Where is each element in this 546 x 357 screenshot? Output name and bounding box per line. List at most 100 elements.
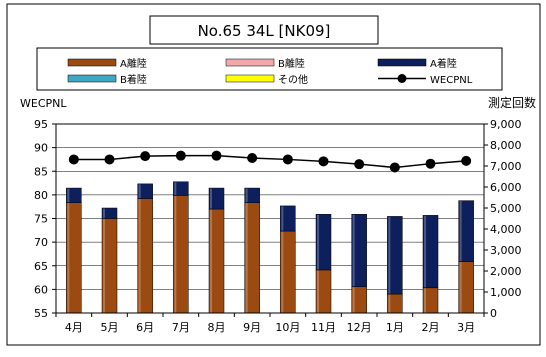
bar-highlight	[281, 231, 284, 313]
bar-highlight	[245, 203, 248, 313]
bar-highlight	[138, 184, 141, 199]
x-tick-label: 3月	[457, 321, 475, 334]
y-tick-right-label: 6,000	[490, 181, 522, 194]
legend: A離陸 B離陸 A着陸 B着陸 その他 WECPNL	[67, 57, 473, 86]
y-tick-right-label: 8,000	[490, 139, 522, 152]
x-tick-label: 6月	[136, 321, 154, 334]
bar-highlight	[67, 203, 70, 313]
bars	[66, 181, 474, 314]
bar-a着陸	[315, 214, 332, 271]
bar-highlight	[352, 287, 355, 313]
y-axis-left-label: WECPNL	[20, 97, 67, 110]
y-tick-left-label: 95	[34, 118, 48, 131]
y-tick-right-label: 3,000	[490, 244, 522, 257]
legend-swatch-b離陸	[225, 58, 275, 67]
bar-highlight	[210, 188, 212, 209]
y-tick-right-label: 7,000	[490, 160, 522, 173]
wecpnl-point	[461, 155, 472, 166]
bar-a着陸	[458, 200, 474, 262]
x-ticks: 4月 5月 6月 7月 8月 9月 10月 11月 12月 1月 2月 3月	[55, 313, 485, 334]
chart-title: No.65 34L [NK09]	[198, 22, 331, 40]
wecpnl-point	[140, 151, 151, 162]
bar-highlight	[174, 195, 177, 313]
bar-highlight	[103, 219, 105, 313]
bar-highlight	[67, 188, 70, 203]
y-tick-right-label: 2,000	[490, 265, 522, 278]
wecpnl-line-series	[68, 150, 472, 173]
bar-a着陸	[351, 214, 367, 287]
bar-highlight	[317, 214, 319, 270]
y-tick-left-label: 80	[34, 189, 48, 202]
y-axis-right-label: 測定回数	[488, 95, 536, 110]
wecpnl-point	[354, 159, 365, 170]
bar-highlight	[174, 182, 177, 195]
wecpnl-point	[175, 150, 186, 161]
x-tick-label: 1月	[386, 321, 404, 334]
title-box	[149, 15, 379, 45]
x-tick-label: 8月	[208, 321, 226, 334]
y-tick-left-label: 85	[34, 165, 48, 178]
legend-label: A着陸	[430, 57, 457, 70]
y-tick-right-label: 9,000	[490, 118, 522, 131]
x-tick-label: 11月	[311, 321, 336, 334]
legend-label: その他	[278, 73, 308, 86]
bar-highlight	[317, 270, 319, 313]
bar-highlight	[459, 262, 462, 313]
bar-highlight	[138, 199, 141, 313]
y-tick-right-label: 4,000	[490, 223, 522, 236]
bar-highlight	[424, 288, 426, 313]
bar-a着陸	[208, 187, 225, 210]
y-ticks-right: 9,000 8,000 7,000 6,000 5,000 4,000 3,000 2,000…	[484, 118, 522, 320]
bar-a着陸	[137, 183, 153, 199]
wecpnl-point	[425, 158, 436, 169]
wecpnl-line	[73, 154, 467, 169]
x-tick-label: 12月	[347, 321, 372, 334]
bar-highlight	[424, 215, 426, 288]
y-tick-left-label: 55	[34, 307, 48, 320]
x-tick-label: 7月	[172, 321, 190, 334]
wecpnl-point	[104, 154, 115, 165]
y-tick-left-label: 75	[34, 213, 48, 226]
x-tick-label: 4月	[65, 321, 83, 334]
y-tick-left-label: 90	[34, 142, 48, 155]
bar-highlight	[388, 216, 391, 294]
bar-a着陸	[422, 215, 439, 289]
legend-label: WECPNL	[430, 75, 473, 86]
bar-highlight	[245, 188, 248, 203]
bar-highlight	[281, 206, 284, 231]
y-tick-left-label: 60	[34, 283, 48, 296]
y-ticks-left: 95 90 85 80 75 70 65 60 55	[34, 118, 56, 320]
legend-label: A離陸	[120, 57, 147, 70]
bar-a着陸	[387, 216, 403, 295]
bar-a着陸	[244, 187, 260, 204]
bar-highlight	[459, 201, 462, 262]
x-tick-label: 9月	[243, 321, 261, 334]
legend-swatch-a着陸	[377, 58, 427, 67]
x-tick-label: 2月	[422, 321, 440, 334]
y-tick-left-label: 65	[34, 260, 48, 273]
y-tick-right-label: 1,000	[490, 286, 522, 299]
bar-a着陸	[66, 187, 82, 204]
y-tick-left-label: 70	[34, 236, 48, 249]
x-tick-label: 10月	[275, 321, 300, 334]
y-tick-right-label: 5,000	[490, 202, 522, 215]
bar-a着陸	[173, 181, 189, 196]
y-tick-right-label: 0	[490, 307, 497, 320]
legend-swatch-a離陸	[67, 58, 117, 67]
wecpnl-point	[211, 150, 222, 161]
wecpnl-point	[282, 154, 293, 165]
bar-highlight	[388, 294, 391, 313]
legend-box	[36, 47, 503, 91]
legend-label: B離陸	[278, 57, 305, 70]
wecpnl-point	[318, 156, 329, 167]
x-tick-label: 5月	[101, 321, 119, 334]
legend-swatch-その他	[225, 74, 275, 83]
bar-highlight	[210, 209, 212, 313]
legend-swatch-marker	[397, 74, 407, 83]
wecpnl-point	[389, 162, 400, 173]
bar-highlight	[103, 208, 105, 218]
wecpnl-point	[68, 154, 79, 165]
bar-a着陸	[101, 207, 118, 219]
